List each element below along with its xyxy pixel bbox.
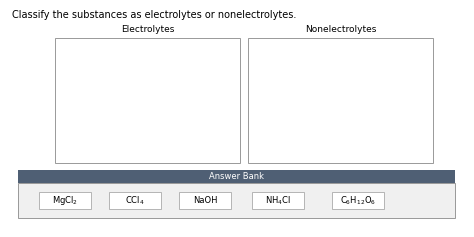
Bar xyxy=(55,38,240,163)
Text: Electrolytes: Electrolytes xyxy=(121,25,174,34)
Bar xyxy=(18,183,455,218)
Bar xyxy=(109,192,161,209)
Bar xyxy=(248,38,433,163)
Text: NaOH: NaOH xyxy=(193,196,217,205)
Bar xyxy=(252,192,304,209)
Text: Classify the substances as electrolytes or nonelectrolytes.: Classify the substances as electrolytes … xyxy=(12,10,296,20)
Text: Nonelectrolytes: Nonelectrolytes xyxy=(305,25,376,34)
Text: MgCl$_2$: MgCl$_2$ xyxy=(52,194,78,207)
Text: Answer Bank: Answer Bank xyxy=(209,172,264,181)
Bar xyxy=(179,192,231,209)
Text: CCl$_4$: CCl$_4$ xyxy=(125,194,145,207)
Bar xyxy=(332,192,384,209)
Text: C$_6$H$_{12}$O$_6$: C$_6$H$_{12}$O$_6$ xyxy=(340,194,376,207)
Text: NH$_4$Cl: NH$_4$Cl xyxy=(265,194,291,207)
Bar xyxy=(18,170,455,183)
Bar xyxy=(39,192,91,209)
